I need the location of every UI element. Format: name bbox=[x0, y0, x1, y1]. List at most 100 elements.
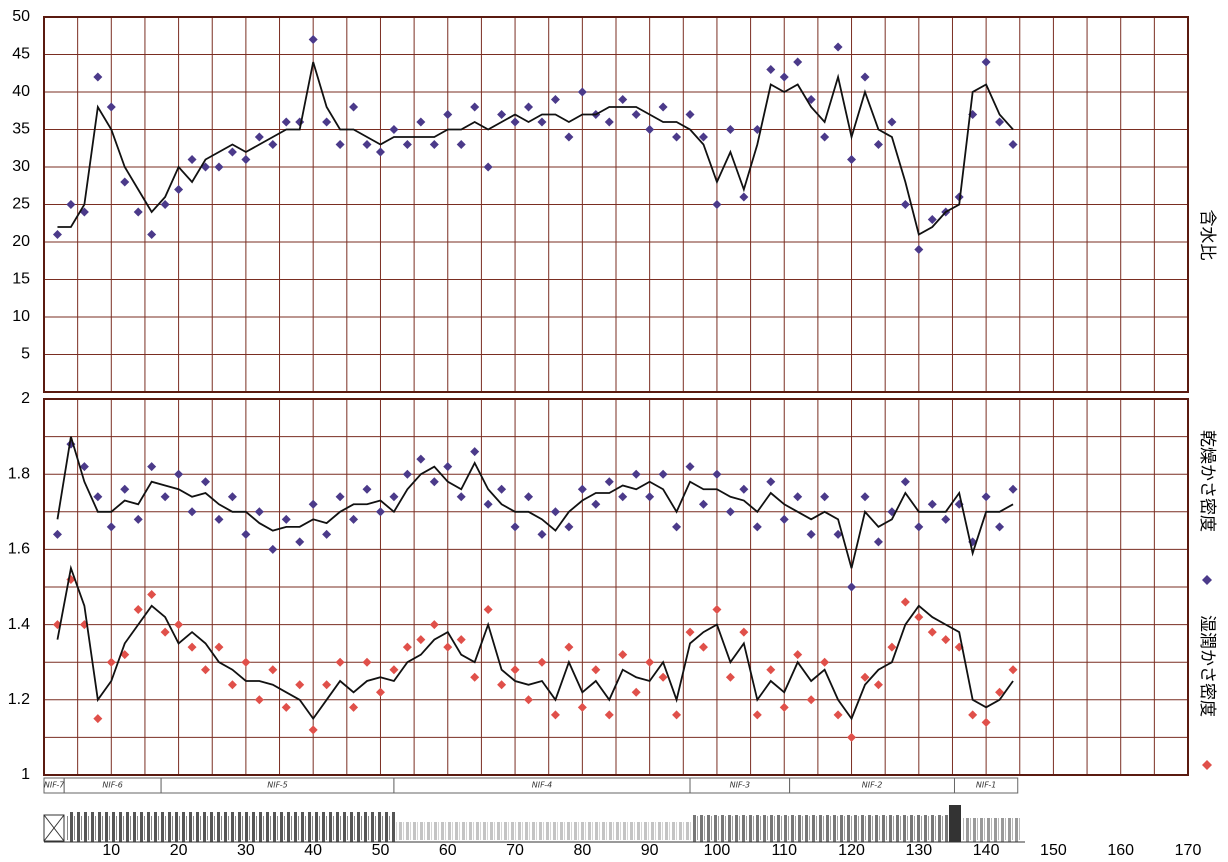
data-point bbox=[577, 87, 587, 97]
data-point bbox=[712, 469, 722, 479]
y-tick-label: 1.2 bbox=[8, 691, 30, 708]
data-point bbox=[860, 672, 870, 682]
data-point bbox=[214, 642, 224, 652]
data-point bbox=[322, 529, 332, 539]
data-point bbox=[268, 665, 278, 675]
data-point bbox=[604, 710, 614, 720]
data-point bbox=[322, 680, 332, 690]
legend-marker bbox=[1202, 575, 1212, 585]
data-point bbox=[806, 695, 816, 705]
data-point bbox=[577, 484, 587, 494]
data-point bbox=[725, 125, 735, 134]
data-point bbox=[766, 65, 776, 74]
y-tick-label: 15 bbox=[12, 271, 30, 288]
data-point bbox=[349, 514, 359, 524]
data-point bbox=[93, 714, 103, 724]
data-point bbox=[927, 627, 937, 637]
data-point bbox=[941, 635, 951, 645]
data-point bbox=[402, 140, 412, 149]
data-point bbox=[470, 102, 480, 112]
data-point bbox=[725, 507, 735, 517]
x-tick-label: 20 bbox=[170, 842, 188, 859]
data-point bbox=[658, 469, 668, 479]
series-line bbox=[56, 436, 1014, 569]
data-point bbox=[362, 657, 372, 667]
data-point bbox=[483, 162, 493, 172]
data-point bbox=[375, 507, 385, 517]
y-tick-label: 1.6 bbox=[8, 541, 30, 558]
data-point bbox=[227, 147, 237, 157]
unit-label: NIF-4 bbox=[532, 781, 552, 790]
data-point bbox=[106, 522, 116, 532]
data-point bbox=[362, 140, 372, 149]
data-point bbox=[739, 484, 749, 494]
core-column bbox=[692, 815, 957, 842]
y-tick-label: 10 bbox=[12, 308, 30, 325]
data-point bbox=[604, 117, 614, 127]
data-point bbox=[820, 492, 830, 502]
data-point bbox=[860, 72, 870, 82]
data-point bbox=[322, 117, 332, 127]
unit-label: NIF-2 bbox=[862, 781, 882, 790]
x-tick-label: 170 bbox=[1175, 842, 1202, 859]
series-line bbox=[57, 61, 1014, 236]
data-point bbox=[658, 672, 668, 682]
unit-label: NIF-6 bbox=[102, 781, 122, 790]
data-point bbox=[295, 537, 305, 547]
y-tick-label: 25 bbox=[12, 196, 30, 213]
data-point bbox=[779, 72, 789, 82]
data-point bbox=[174, 185, 184, 194]
core-column bbox=[962, 818, 1020, 842]
data-point bbox=[820, 657, 830, 667]
data-point bbox=[779, 702, 789, 712]
data-point bbox=[927, 499, 937, 509]
data-point bbox=[52, 230, 62, 239]
data-point bbox=[416, 117, 426, 127]
data-point bbox=[685, 462, 695, 472]
data-point bbox=[631, 687, 641, 697]
x-tick-label: 50 bbox=[372, 842, 390, 859]
data-point bbox=[335, 140, 345, 149]
data-point bbox=[201, 665, 211, 675]
data-point bbox=[160, 627, 170, 637]
data-point bbox=[941, 514, 951, 524]
data-point bbox=[402, 642, 412, 652]
data-point bbox=[362, 484, 372, 494]
data-point bbox=[779, 514, 789, 524]
data-point bbox=[927, 215, 937, 224]
data-point bbox=[147, 462, 157, 472]
data-point bbox=[389, 665, 399, 675]
x-tick-label: 10 bbox=[102, 842, 120, 859]
legend-label: 湿潤かさ密度 bbox=[1197, 615, 1217, 717]
y-tick-label: 35 bbox=[12, 121, 30, 138]
data-point bbox=[995, 522, 1005, 532]
data-point bbox=[214, 162, 224, 172]
data-point bbox=[833, 710, 843, 720]
data-point bbox=[752, 522, 762, 532]
data-point bbox=[981, 492, 991, 502]
data-point bbox=[806, 529, 816, 539]
data-point bbox=[900, 477, 910, 487]
data-point bbox=[106, 102, 116, 112]
data-point bbox=[537, 117, 547, 127]
data-point bbox=[120, 177, 130, 187]
data-point bbox=[698, 132, 708, 142]
data-point bbox=[456, 492, 466, 502]
x-tick-label: 40 bbox=[304, 842, 322, 859]
data-point bbox=[308, 725, 318, 735]
data-point bbox=[564, 642, 574, 652]
data-point bbox=[93, 72, 103, 82]
y-tick-label: 1.8 bbox=[8, 465, 30, 482]
data-point bbox=[349, 702, 359, 712]
plot-frame bbox=[43, 398, 1189, 776]
unit-label: NIF-7 bbox=[44, 781, 65, 790]
x-tick-label: 90 bbox=[641, 842, 659, 859]
data-point bbox=[887, 117, 897, 127]
data-point bbox=[1008, 665, 1018, 675]
data-point bbox=[860, 492, 870, 502]
data-point bbox=[187, 155, 197, 164]
data-point bbox=[510, 117, 520, 127]
data-point bbox=[160, 492, 170, 502]
data-point bbox=[618, 650, 628, 660]
